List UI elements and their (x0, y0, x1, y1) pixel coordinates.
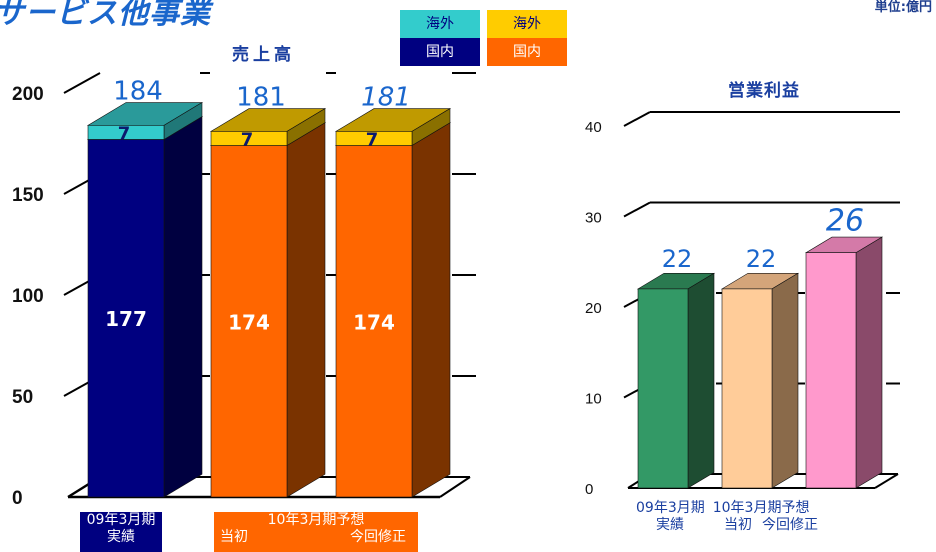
sales-xlabel-forecast: 10年3月期予想 当初 今回修正 (214, 512, 418, 552)
sales-ytick-100: 100 (12, 286, 44, 307)
sales-label-overseas-1: 7 (241, 129, 254, 150)
profit-bar-0 (637, 288, 689, 489)
sales-xlabel-forecast-revised: 今回修正 (350, 529, 406, 545)
profit-xlabel-forecast-line1: 10年3月期予想 (712, 500, 810, 516)
profit-label-2: 26 (826, 204, 864, 239)
sales-floor-right (439, 476, 471, 498)
legend-domestic-forecast: 国内 (487, 38, 567, 66)
sales-bar-overseas-1 (210, 131, 288, 146)
sales-ytick-200: 200 (12, 84, 44, 105)
sales-xlabel-forecast-line1: 10年3月期予想 (267, 512, 365, 528)
sales-label-total-1: 181 (236, 82, 286, 112)
profit-chart-title: 営業利益 (728, 81, 800, 101)
profit-ytick-20: 20 (585, 300, 602, 317)
profit-label-1: 22 (746, 245, 777, 273)
profit-label-0: 22 (662, 245, 693, 273)
sales-bar-domestic-0-side (163, 116, 203, 498)
sales-chart-title: 売上高 (232, 45, 295, 65)
sales-label-domestic-0: 177 (105, 307, 147, 331)
profit-ytick-40: 40 (585, 119, 602, 136)
sales-xlabel-actual: 09年3月期 実績 (80, 512, 162, 552)
sales-xlabel-actual-line1: 09年3月期 (86, 512, 156, 528)
profit-bar-0-side (687, 272, 715, 489)
sales-ytick-50: 50 (12, 387, 33, 408)
sales-bar-domestic-2 (335, 145, 413, 498)
profit-bar-1 (721, 288, 773, 489)
sales-label-total-2: 181 (361, 82, 411, 112)
profit-xlabel-initial: 当初 (724, 517, 752, 533)
sales-ytick-150: 150 (12, 185, 44, 206)
sales-xlabel-forecast-initial: 当初 (220, 529, 248, 545)
profit-gridline-40 (623, 111, 651, 127)
unit-label: 単位:億円 (874, 0, 932, 15)
legend-overseas-forecast: 海外 (487, 10, 567, 38)
sales-ytick-0: 0 (12, 488, 23, 509)
profit-ytick-30: 30 (585, 210, 602, 227)
profit-xlabel-line1: 09年3月期 10年3月期予想 (636, 500, 872, 517)
sales-bar-overseas-0 (87, 125, 165, 140)
sales-gridline-200 (63, 72, 101, 94)
profit-gridline-30 (623, 201, 651, 218)
sales-bar-domestic-1 (210, 145, 288, 498)
legend-overseas-actual: 海外 (400, 10, 480, 38)
legend-domestic-actual: 国内 (400, 38, 480, 66)
profit-xlabel-line2: 実績 当初 今回修正 (656, 517, 892, 534)
sales-label-overseas-0: 7 (118, 123, 131, 144)
sales-label-total-0: 184 (113, 76, 163, 106)
sales-xlabel-actual-line2: 実績 (107, 529, 135, 545)
sales-bar-domestic-2-side (411, 122, 451, 498)
page-title: サービス他事業 (0, 0, 211, 31)
sales-bar-domestic-1-side (286, 122, 326, 498)
profit-xlabel-actual-line2: 実績 (656, 517, 684, 533)
profit-bar-2-side (855, 236, 883, 489)
profit-bar-1-side (771, 272, 799, 489)
sales-label-domestic-2: 174 (353, 310, 395, 334)
sales-label-overseas-2: 7 (366, 129, 379, 150)
profit-xlabel-revised: 今回修正 (762, 517, 818, 533)
profit-ytick-10: 10 (585, 391, 602, 408)
profit-floor-right (874, 473, 899, 489)
profit-bar-2 (805, 252, 857, 489)
sales-bar-overseas-2 (335, 131, 413, 146)
sales-label-domestic-1: 174 (228, 310, 270, 334)
profit-xlabel-actual-line1: 09年3月期 (636, 500, 705, 516)
profit-ytick-0: 0 (585, 481, 593, 498)
